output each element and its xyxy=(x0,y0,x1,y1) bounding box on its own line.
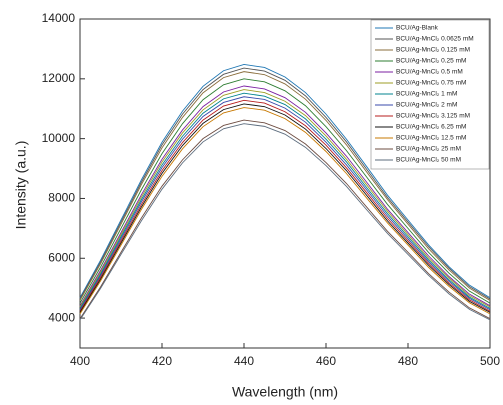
legend-label: BCU/Ag-MnCl₂ 0.75 mM xyxy=(396,80,466,87)
y-axis-label: Intensity (a.u.) xyxy=(13,141,29,230)
data-line xyxy=(79,123,491,321)
legend-label: BCU/Ag-MnCl₂ 2 mM xyxy=(396,102,457,109)
x-tick-label: 400 xyxy=(70,354,90,368)
y-tick-label: 10000 xyxy=(42,131,76,145)
y-tick-label: 8000 xyxy=(48,191,75,205)
legend-label: BCU/Ag-MnCl₂ 12.5 mM xyxy=(396,135,466,142)
data-line xyxy=(79,78,491,304)
legend-label: BCU/Ag-MnCl₂ 6.25 mM xyxy=(396,124,466,131)
data-line xyxy=(79,96,491,311)
data-line xyxy=(79,99,491,312)
legend-label: BCU/Ag-MnCl₂ 0.25 mM xyxy=(396,58,466,65)
data-line xyxy=(79,85,491,307)
legend-label: BCU/Ag-Blank xyxy=(396,25,439,32)
x-tick-label: 420 xyxy=(152,354,172,368)
legend-label: BCU/Ag-MnCl₂ 1 mM xyxy=(396,91,457,98)
y-tick-label: 6000 xyxy=(48,250,75,264)
y-tick-label: 4000 xyxy=(48,310,75,324)
legend-label: BCU/Ag-MnCl₂ 50 mM xyxy=(396,157,461,164)
x-tick-label: 480 xyxy=(398,354,418,368)
legend-label: BCU/Ag-MnCl₂ 0.0625 mM xyxy=(396,36,474,43)
x-tick-label: 460 xyxy=(316,354,336,368)
legend-label: BCU/Ag-MnCl₂ 0.5 mM xyxy=(396,69,463,76)
y-tick-label: 12000 xyxy=(42,71,76,85)
plot-frame xyxy=(79,18,491,349)
data-line xyxy=(79,92,491,309)
data-line xyxy=(79,119,491,320)
legend-label: BCU/Ag-MnCl₂ 25 mM xyxy=(396,146,461,153)
x-axis-label: Wavelength (nm) xyxy=(232,384,338,400)
y-tick-label: 14000 xyxy=(42,11,76,25)
data-line xyxy=(79,107,491,315)
data-line xyxy=(79,64,491,299)
legend-label: BCU/Ag-MnCl₂ 0.125 mM xyxy=(396,47,470,54)
data-line xyxy=(79,89,491,308)
data-line xyxy=(79,103,491,313)
data-line xyxy=(79,71,491,301)
legend-label: BCU/Ag-MnCl₂ 3.125 mM xyxy=(396,113,470,120)
x-tick-label: 500 xyxy=(480,354,500,368)
x-tick-label: 440 xyxy=(234,354,254,368)
data-line xyxy=(79,67,491,300)
